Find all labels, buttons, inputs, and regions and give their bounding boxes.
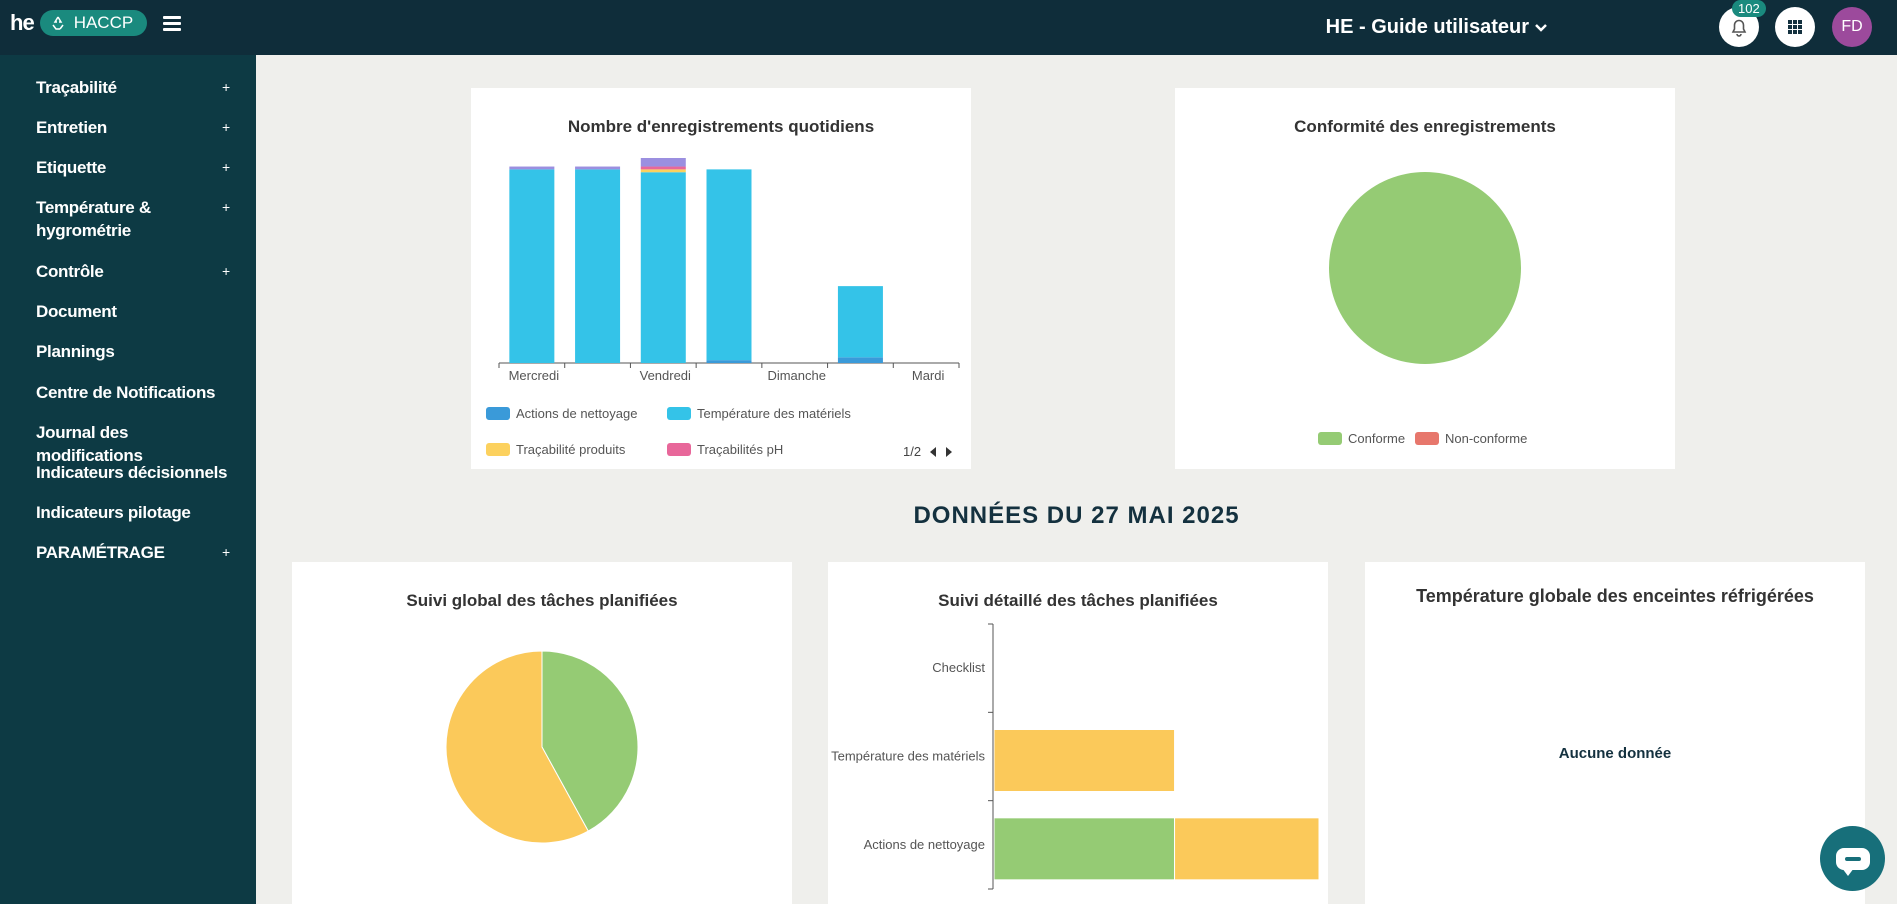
- conformity-card: Conformité des enregistrements Conforme …: [1175, 88, 1675, 469]
- legend-pager: 1/2: [903, 444, 953, 459]
- y-tick-label: Checklist: [932, 660, 985, 675]
- pager-text: 1/2: [903, 444, 922, 459]
- legend-swatch: [1318, 432, 1342, 445]
- chevron-down-icon: [1535, 23, 1547, 32]
- sidebar-item-temperature[interactable]: Température & hygrométrie: [36, 198, 151, 240]
- sidebar-item-entretien[interactable]: Entretien: [36, 118, 107, 137]
- temperature-title: Température globale des enceintes réfrig…: [1416, 586, 1814, 606]
- expand-plus-icon[interactable]: +: [222, 544, 231, 560]
- bar-segment[interactable]: [509, 169, 555, 363]
- grid-icon: [1788, 20, 1802, 34]
- legend-item[interactable]: Non-conforme: [1415, 431, 1527, 446]
- expand-plus-icon[interactable]: +: [222, 159, 231, 175]
- sidebar-item-document[interactable]: Document: [36, 302, 117, 321]
- expand-plus-icon[interactable]: +: [222, 119, 231, 135]
- daily-records-card: Nombre d'enregistrements quotidiens Merc…: [471, 88, 971, 469]
- bar-segment[interactable]: [993, 817, 1176, 881]
- pager-next-icon[interactable]: [945, 446, 953, 457]
- x-tick-label: Vendredi: [640, 368, 691, 383]
- apps-button[interactable]: [1775, 7, 1815, 47]
- legend-label: Température des matériels: [697, 406, 851, 421]
- legend-label: Non-conforme: [1445, 431, 1528, 446]
- legend-swatch: [486, 407, 510, 420]
- x-tick-label: Mercredi: [509, 368, 560, 383]
- bar-segment[interactable]: [509, 166, 555, 170]
- app-logo[interactable]: he HACCP: [10, 10, 148, 36]
- sidebar-item-tracabilite[interactable]: Traçabilité: [36, 78, 117, 97]
- legend-label: Actions de nettoyage: [516, 406, 638, 421]
- x-tick-label: Dimanche: [767, 368, 826, 383]
- legend-item[interactable]: Actions de nettoyage: [486, 406, 637, 421]
- app-badge-label: HACCP: [73, 13, 134, 32]
- bar-segment[interactable]: [1174, 817, 1320, 881]
- chat-button[interactable]: [1820, 826, 1885, 891]
- legend-swatch: [667, 407, 691, 420]
- sidebar-item-pilot-indicators[interactable]: Indicateurs pilotage: [36, 503, 191, 522]
- pie-slice[interactable]: [445, 650, 589, 844]
- bar-segment[interactable]: [640, 169, 686, 173]
- legend-swatch: [1415, 432, 1439, 445]
- bar-segment[interactable]: [575, 169, 621, 363]
- organization-name: HE - Guide utilisateur: [1325, 16, 1529, 38]
- legend-swatch: [667, 443, 691, 456]
- bar-segment[interactable]: [837, 286, 883, 358]
- legend-item[interactable]: Traçabilités pH: [667, 442, 783, 457]
- haccp-badge[interactable]: HACCP: [39, 10, 148, 36]
- logo-text: he: [10, 10, 35, 35]
- bar-segment[interactable]: [837, 357, 883, 363]
- detailed-tasks-card: Suivi détaillé des tâches planifiées Che…: [828, 562, 1328, 904]
- expand-plus-icon[interactable]: +: [222, 79, 231, 95]
- conformity-pie-chart: [1329, 172, 1521, 364]
- sidebar-item-controle[interactable]: Contrôle: [36, 262, 104, 281]
- detailed-tasks-title: Suivi détaillé des tâches planifiées: [938, 591, 1218, 610]
- sidebar-item-change-log[interactable]: Journal des modifications: [36, 423, 143, 465]
- bar-segment[interactable]: [640, 166, 686, 170]
- conformity-title: Conformité des enregistrements: [1294, 117, 1556, 136]
- daily-records-chart: Mercredi Vendredi Dimanche Mardi: [498, 158, 960, 383]
- recycle-icon: [52, 16, 64, 30]
- legend-item[interactable]: Température des matériels: [667, 406, 851, 421]
- top-bar: he HACCP HE - Guide utilisateur 102 FD: [0, 0, 1897, 55]
- sidebar: Traçabilité + Entretien + Etiquette + Te…: [0, 55, 256, 904]
- sidebar-item-etiquette[interactable]: Etiquette: [36, 158, 107, 177]
- user-avatar[interactable]: FD: [1832, 7, 1872, 47]
- detailed-tasks-bar-chart: Checklist Température des matériels Action…: [831, 623, 1320, 890]
- x-tick-label: Mardi: [912, 368, 945, 383]
- bar-segment[interactable]: [640, 158, 686, 167]
- bell-icon: [1731, 19, 1747, 37]
- sidebar-item-decision-indicators[interactable]: Indicateurs décisionnels: [36, 463, 228, 482]
- sidebar-item-settings[interactable]: PARAMÉTRAGE: [36, 543, 165, 562]
- y-tick-label: Actions de nettoyage: [864, 837, 985, 852]
- notifications-count-badge: 102: [1732, 0, 1766, 17]
- pie-slice[interactable]: [541, 650, 639, 832]
- bar-segment[interactable]: [640, 172, 686, 363]
- legend-item[interactable]: Traçabilité produits: [486, 442, 625, 457]
- daily-records-title: Nombre d'enregistrements quotidiens: [567, 117, 875, 136]
- section-date-title: DONNÉES DU 27 MAI 2025: [913, 502, 1240, 529]
- global-tasks-title: Suivi global des tâches planifiées: [406, 591, 678, 610]
- legend-label: Traçabilité produits: [516, 442, 626, 457]
- sidebar-item-plannings[interactable]: Plannings: [36, 342, 115, 361]
- pager-prev-icon[interactable]: [929, 446, 937, 457]
- bar-segment[interactable]: [706, 169, 752, 361]
- legend-item[interactable]: Conforme: [1318, 431, 1405, 446]
- sidebar-item-notifications-center[interactable]: Centre de Notifications: [36, 383, 216, 402]
- bar-segment[interactable]: [706, 360, 752, 363]
- legend-label: Traçabilités pH: [697, 442, 784, 457]
- expand-plus-icon[interactable]: +: [222, 199, 231, 215]
- empty-state-text: Aucune donnée: [1558, 745, 1672, 762]
- legend-label: Conforme: [1348, 431, 1406, 446]
- global-tasks-pie-chart: [445, 650, 639, 844]
- bar-segment[interactable]: [993, 729, 1176, 792]
- pie-slice[interactable]: [1329, 172, 1521, 364]
- menu-toggle-icon[interactable]: [163, 16, 181, 32]
- chat-icon: [1835, 847, 1870, 876]
- temperature-card: Température globale des enceintes réfrig…: [1365, 562, 1865, 904]
- expand-plus-icon[interactable]: +: [222, 263, 231, 279]
- y-tick-label: Température des matériels: [831, 749, 985, 764]
- legend-swatch: [486, 443, 510, 456]
- bar-segment[interactable]: [575, 166, 621, 170]
- global-tasks-card: Suivi global des tâches planifiées: [292, 562, 792, 904]
- organization-selector[interactable]: HE - Guide utilisateur: [1326, 16, 1547, 39]
